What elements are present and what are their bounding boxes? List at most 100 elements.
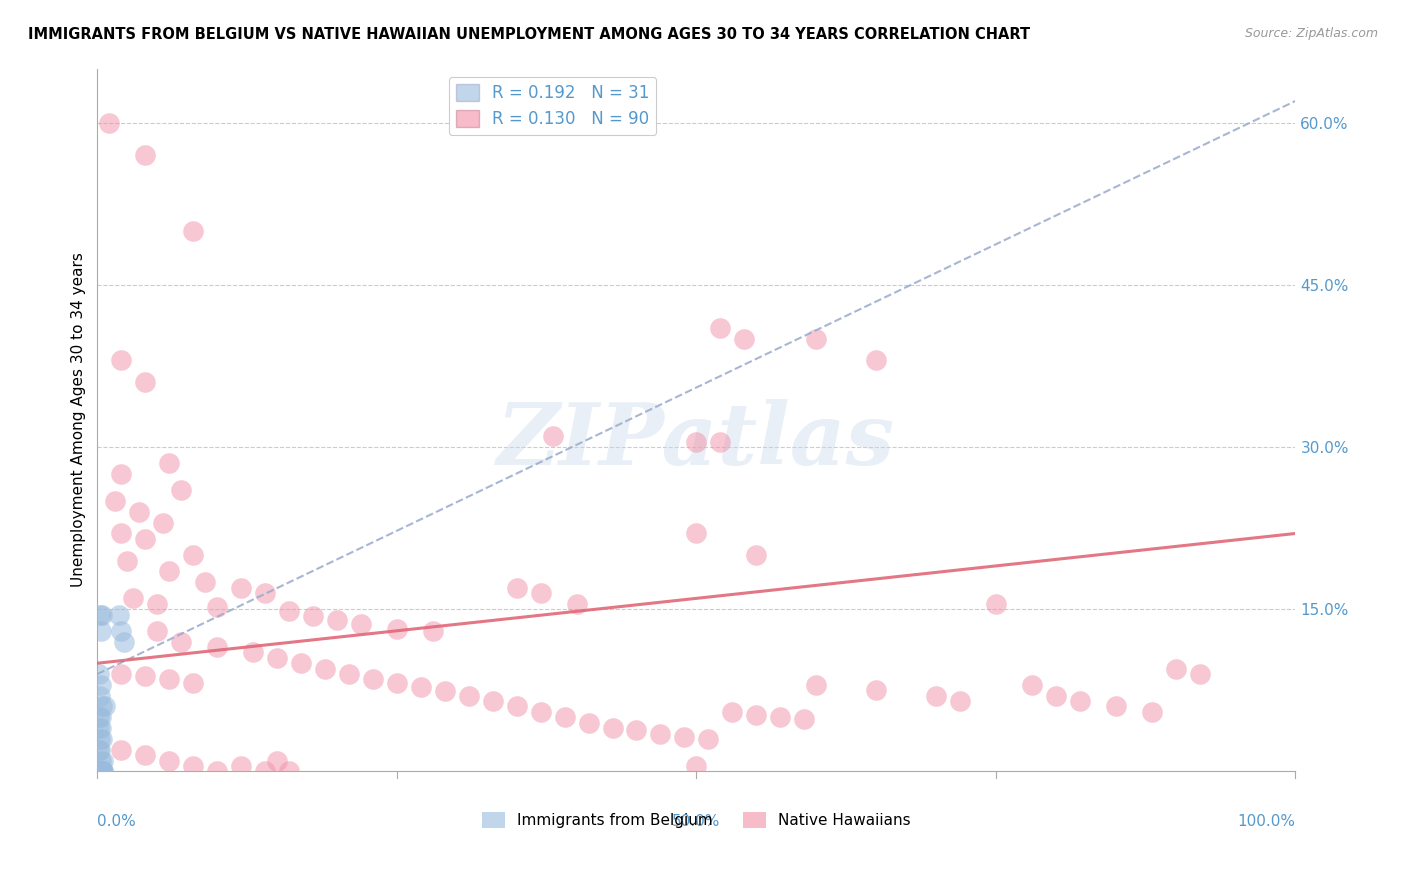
- Point: [685, 759, 707, 773]
- Point: [457, 689, 479, 703]
- Point: [326, 613, 349, 627]
- Point: [112, 634, 135, 648]
- Point: [89, 764, 111, 779]
- Point: [925, 689, 948, 703]
- Point: [793, 713, 815, 727]
- Point: [302, 608, 325, 623]
- Point: [87, 667, 110, 681]
- Point: [181, 548, 204, 562]
- Point: [146, 597, 169, 611]
- Point: [181, 759, 204, 773]
- Point: [1140, 705, 1163, 719]
- Point: [91, 699, 114, 714]
- Point: [87, 764, 110, 779]
- Point: [409, 680, 432, 694]
- Point: [721, 705, 744, 719]
- Point: [128, 505, 150, 519]
- Point: [98, 115, 121, 129]
- Point: [152, 516, 174, 530]
- Point: [350, 617, 373, 632]
- Point: [385, 675, 408, 690]
- Point: [89, 689, 111, 703]
- Point: [385, 622, 408, 636]
- Point: [709, 321, 731, 335]
- Point: [541, 429, 564, 443]
- Point: [205, 640, 228, 654]
- Point: [87, 721, 110, 735]
- Point: [110, 526, 132, 541]
- Point: [505, 699, 527, 714]
- Point: [87, 710, 110, 724]
- Point: [697, 731, 720, 746]
- Point: [108, 607, 131, 622]
- Point: [90, 624, 112, 638]
- Point: [685, 526, 707, 541]
- Point: [134, 375, 156, 389]
- Point: [278, 764, 301, 779]
- Text: 50.0%: 50.0%: [672, 814, 721, 829]
- Point: [90, 754, 112, 768]
- Point: [205, 764, 228, 779]
- Y-axis label: Unemployment Among Ages 30 to 34 years: Unemployment Among Ages 30 to 34 years: [72, 252, 86, 587]
- Point: [733, 332, 755, 346]
- Point: [134, 748, 156, 763]
- Point: [91, 764, 114, 779]
- Point: [110, 624, 132, 638]
- Point: [93, 764, 115, 779]
- Point: [709, 434, 731, 449]
- Point: [91, 607, 114, 622]
- Point: [949, 694, 972, 708]
- Point: [266, 754, 288, 768]
- Point: [745, 708, 768, 723]
- Point: [110, 353, 132, 368]
- Point: [110, 667, 132, 681]
- Point: [1164, 662, 1187, 676]
- Text: ZIPatlas: ZIPatlas: [498, 400, 896, 483]
- Point: [134, 532, 156, 546]
- Point: [90, 710, 112, 724]
- Text: 100.0%: 100.0%: [1237, 814, 1295, 829]
- Point: [565, 597, 588, 611]
- Point: [530, 705, 553, 719]
- Point: [91, 764, 114, 779]
- Point: [157, 673, 180, 687]
- Point: [87, 743, 110, 757]
- Point: [242, 645, 264, 659]
- Point: [650, 726, 672, 740]
- Point: [89, 764, 111, 779]
- Text: IMMIGRANTS FROM BELGIUM VS NATIVE HAWAIIAN UNEMPLOYMENT AMONG AGES 30 TO 34 YEAR: IMMIGRANTS FROM BELGIUM VS NATIVE HAWAII…: [28, 27, 1031, 42]
- Point: [806, 332, 828, 346]
- Point: [110, 467, 132, 481]
- Point: [1021, 678, 1043, 692]
- Point: [314, 662, 336, 676]
- Point: [181, 224, 204, 238]
- Text: 0.0%: 0.0%: [97, 814, 136, 829]
- Point: [89, 764, 111, 779]
- Point: [1045, 689, 1067, 703]
- Point: [146, 624, 169, 638]
- Point: [806, 678, 828, 692]
- Point: [337, 667, 360, 681]
- Point: [865, 353, 887, 368]
- Point: [157, 564, 180, 578]
- Point: [278, 604, 301, 618]
- Point: [530, 586, 553, 600]
- Point: [254, 764, 277, 779]
- Point: [505, 581, 527, 595]
- Point: [93, 754, 115, 768]
- Point: [91, 731, 114, 746]
- Legend: Immigrants from Belgium, Native Hawaiians: Immigrants from Belgium, Native Hawaiian…: [475, 805, 917, 834]
- Point: [170, 483, 193, 498]
- Point: [205, 599, 228, 614]
- Point: [89, 743, 111, 757]
- Point: [90, 678, 112, 692]
- Point: [685, 434, 707, 449]
- Point: [554, 710, 576, 724]
- Point: [157, 456, 180, 470]
- Point: [602, 721, 624, 735]
- Point: [1105, 699, 1128, 714]
- Point: [170, 634, 193, 648]
- Point: [626, 723, 648, 738]
- Point: [769, 710, 792, 724]
- Point: [578, 715, 600, 730]
